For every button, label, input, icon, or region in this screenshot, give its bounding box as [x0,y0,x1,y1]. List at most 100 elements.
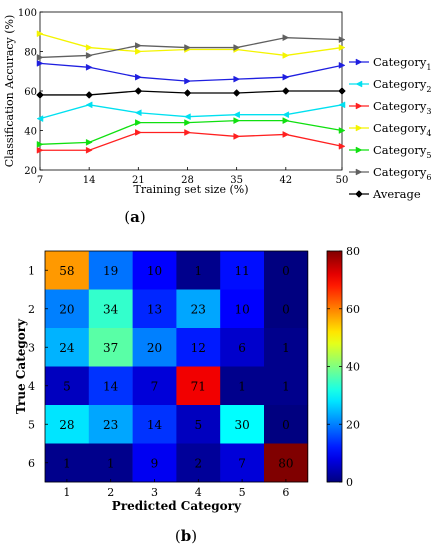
legend-label-sub: 6 [426,173,431,182]
legend-item: Category1 [349,55,431,72]
matrix-cell [132,289,177,329]
data-point [338,61,346,69]
legend-swatch-marker [355,58,363,66]
legend-label-main: Category [373,165,427,179]
matrix-cell [220,405,265,444]
matrix-cell [264,443,309,483]
data-point [183,89,192,97]
matrix-cell [176,251,221,290]
legend-label-main: Average [372,187,421,201]
data-point [233,44,241,51]
matrix-cell [88,289,133,329]
cell-value: 10 [147,264,162,278]
data-point [282,131,290,138]
x-tick-label: 2 [107,486,114,499]
matrix-cell [176,366,221,406]
cell-value: 12 [191,341,206,355]
data-point [233,75,241,83]
data-point [183,113,191,121]
data-point [282,73,290,81]
matrix-cell [45,251,90,290]
data-point [135,48,142,55]
cell-value: 0 [282,418,290,432]
data-point [338,87,346,95]
cell-value: 6 [238,341,246,355]
y-axis-label: Classification Accuracy (%) [3,15,16,168]
cell-value: 9 [151,456,159,470]
data-point [338,101,346,109]
cell-value: 2 [194,456,202,470]
legend-swatch-marker [355,146,363,154]
data-point [36,140,44,148]
legend-label-main: Category [373,143,427,157]
x-tick-label: 3 [151,486,158,499]
y-tick-label: 1 [28,264,35,277]
x-tick-label: 4 [195,486,202,499]
x-tick-label: 1 [63,486,70,499]
data-point [282,34,290,42]
data-point [135,42,142,49]
cell-value: 0 [282,302,290,316]
data-point [184,119,192,127]
data-point [184,77,192,85]
data-point [184,44,192,51]
matrix-cell [264,289,309,329]
x-tick-label: 6 [282,486,289,499]
cell-value: 13 [147,302,162,316]
x-tick-label: 14 [83,175,96,186]
colorbar-tick-label: 0 [346,476,353,489]
legend-swatch-marker [355,124,363,132]
legend-item: Category4 [349,121,431,138]
data-point [36,30,44,38]
cell-value: 5 [63,379,71,393]
data-point [134,109,142,117]
y-tick-label: 80 [24,48,37,59]
legend-swatch-marker [355,80,363,88]
cell-value: 1 [107,456,115,470]
cell-value: 23 [191,302,206,316]
cell-value: 1 [282,341,290,355]
x-axis-label: Predicted Category [112,499,242,513]
matrix-cell [88,366,133,406]
cell-value: 14 [103,379,119,393]
legend-label-sub: 3 [426,107,431,116]
cell-value: 19 [103,264,118,278]
matrix-cell [45,443,90,483]
matrix-cell [176,443,221,483]
legend-label: Category3 [373,99,431,116]
colorbar-tick-label: 20 [346,418,360,431]
data-point [338,142,346,150]
cell-value: 1 [63,456,71,470]
cell-value: 1 [282,379,290,393]
cell-value: 71 [191,379,206,393]
data-point [233,111,240,119]
data-point [135,119,142,127]
legend-label: Category6 [373,165,431,182]
data-point [338,36,346,44]
matrix-cell [220,251,265,290]
cell-value: 10 [234,302,249,316]
legend-swatch-marker [355,190,363,198]
data-point [184,129,192,136]
data-point [36,59,44,67]
cell-value: 28 [59,418,74,432]
data-point [338,127,346,134]
data-point [36,115,44,123]
x-tick-label: 21 [132,175,145,186]
data-point [85,146,93,154]
series-5 [36,117,346,148]
matrix-cell [220,289,265,329]
legend-item: Category2 [349,77,431,94]
legend-label-sub: 5 [426,151,431,160]
series-6 [36,34,346,61]
data-point [85,52,93,59]
data-point [85,63,93,71]
data-point [85,91,94,99]
data-point [36,91,44,99]
matrix-cell [88,251,133,290]
y-tick-label: 6 [28,457,35,470]
matrix-cell [176,289,221,329]
matrix-cell [176,328,221,367]
cell-value: 7 [151,379,159,393]
data-point [232,89,241,97]
